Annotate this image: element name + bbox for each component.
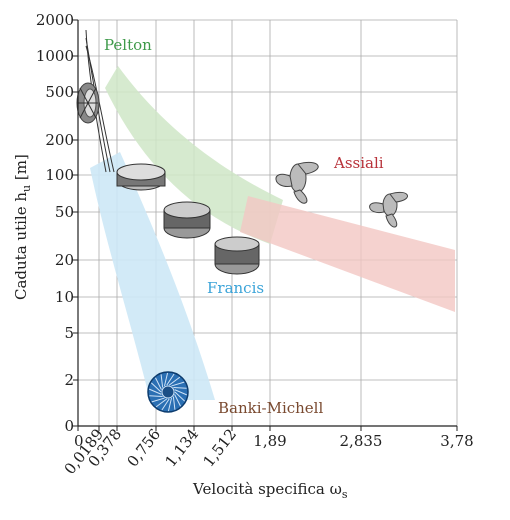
runner-blade: [151, 397, 165, 403]
runner-blade: [149, 388, 162, 395]
runner-blade: [160, 374, 164, 388]
y-tick-label: 0: [64, 417, 74, 435]
axial-propeller-icon-1: [275, 161, 319, 204]
y-tick-label: 200: [45, 131, 74, 149]
region-assiali: [240, 196, 455, 312]
pelton-label: Pelton: [104, 36, 152, 54]
pelton-wheel-icon: [76, 82, 100, 124]
regions: [90, 66, 455, 400]
axial-propeller-icon-2: [369, 191, 408, 228]
y-tick-label: 20: [55, 251, 74, 269]
francis-runner-icon-3: [214, 236, 260, 275]
francis-runner-icon-2: [163, 201, 211, 239]
runner-blade: [168, 376, 181, 386]
runner-blade: [166, 373, 175, 386]
runner-blade: [164, 372, 169, 387]
x-tick-label: 1,89: [253, 432, 286, 450]
y-axis-title: Caduta utile hu [m]: [12, 154, 33, 300]
runner-blade: [173, 387, 187, 389]
y-ticks: 0 2 5 10 20 50 100 200 500 1000 2000: [36, 11, 78, 435]
x-tick-label: 3,78: [440, 432, 473, 450]
runner-blade: [149, 395, 163, 397]
axes: [77, 20, 457, 427]
x-tick-label: 2,835: [340, 432, 383, 450]
pelton-curve-3: [85, 45, 115, 173]
y-tick-label: 100: [45, 166, 74, 184]
runner-blade: [174, 391, 186, 402]
runner-blade: [174, 389, 187, 396]
y-tick-label: 1000: [36, 47, 74, 65]
x-tick-label: 0,756: [124, 425, 165, 470]
region-francis: [90, 152, 215, 400]
runner-blade: [155, 398, 168, 408]
runner-blade: [167, 397, 172, 412]
assiali-label: Assiali: [333, 154, 384, 172]
y-tick-label: 2: [64, 371, 74, 389]
y-tick-label: 500: [45, 83, 74, 101]
banki-michell-runner-icon: [147, 371, 189, 413]
x-tick-label: 0: [74, 432, 84, 450]
francis-runner-icon-1: [116, 163, 166, 191]
runner-blade: [172, 396, 176, 410]
y-tick-label: 2000: [36, 11, 74, 29]
region-pelton: [105, 66, 283, 244]
runner-blade: [155, 377, 162, 390]
runner-blade: [174, 394, 181, 407]
y-tick-label: 10: [55, 288, 74, 306]
runner-blade: [161, 398, 170, 411]
runner-blade: [150, 382, 162, 393]
francis-label: Francis: [207, 279, 264, 297]
y-tick-label: 50: [55, 203, 74, 221]
x-axis-title: Velocità specifica ωs: [192, 480, 348, 501]
x-tick-label: 1,512: [200, 425, 241, 470]
x-tick-label: 1,134: [162, 425, 203, 470]
runner-blade: [171, 381, 185, 387]
banki-michell-label: Banki-Michell: [218, 399, 323, 417]
y-tick-label: 5: [64, 324, 74, 342]
